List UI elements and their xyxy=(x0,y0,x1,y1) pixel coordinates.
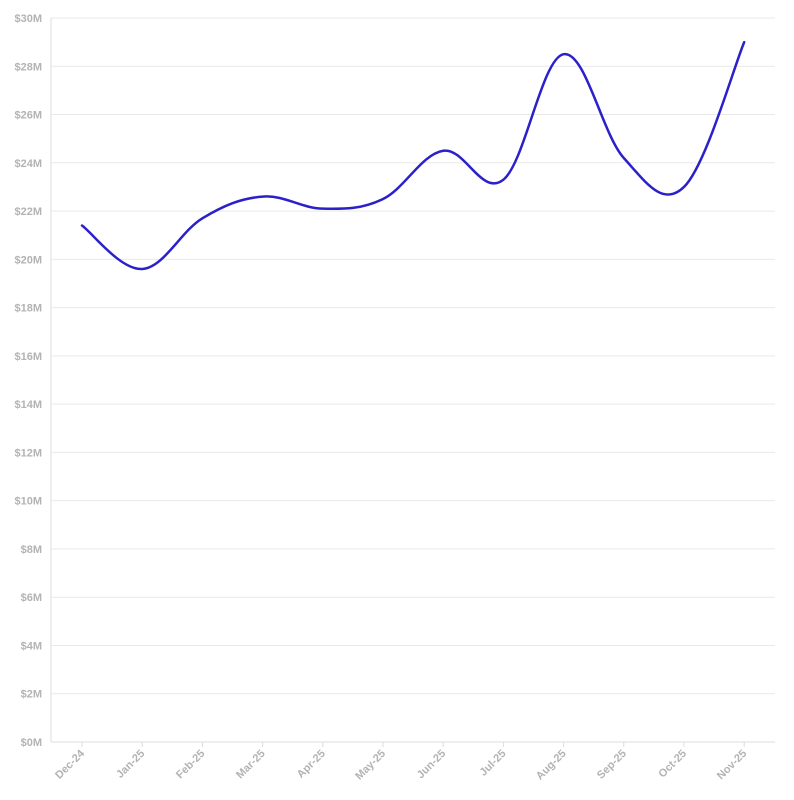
x-tick-label: Sep-25 xyxy=(595,748,629,782)
y-tick-label: $2M xyxy=(21,689,42,701)
x-axis-tick-labels: Dec-24 Jan-25 Feb-25 Mar-25 Apr-25 May-25 Jun-… xyxy=(53,747,749,782)
y-tick-label: $16M xyxy=(14,351,42,363)
y-tick-label: $0M xyxy=(21,737,42,749)
y-tick-label: $4M xyxy=(21,640,42,652)
y-tick-label: $10M xyxy=(14,496,42,508)
x-tick-label: Feb-25 xyxy=(174,748,208,782)
y-tick-label: $26M xyxy=(14,110,42,122)
grid xyxy=(51,17,775,695)
y-tick-label: $20M xyxy=(14,254,42,266)
y-tick-label: $14M xyxy=(14,399,42,411)
x-tick-label: Oct-25 xyxy=(656,748,689,781)
y-tick-label: $6M xyxy=(21,592,42,604)
x-tick-label: May-25 xyxy=(353,748,388,783)
y-tick-label: $24M xyxy=(14,158,42,170)
series-line xyxy=(80,40,746,271)
series-layer xyxy=(80,40,746,271)
axes xyxy=(50,18,775,747)
x-tick-label: Jun-25 xyxy=(415,748,449,782)
x-tick-label: Jul-25 xyxy=(478,748,509,779)
x-tick-label: Jan-25 xyxy=(114,748,147,781)
x-tick-label: Apr-25 xyxy=(295,748,328,781)
y-tick-label: $22M xyxy=(14,206,42,218)
y-tick-label: $12M xyxy=(14,447,42,459)
y-tick-label: $18M xyxy=(14,303,42,315)
y-tick-label: $30M xyxy=(14,13,42,25)
x-tick-label: Nov-25 xyxy=(715,748,749,782)
x-tick-label: Mar-25 xyxy=(234,748,268,782)
x-tick-label: Dec-24 xyxy=(53,747,88,782)
y-tick-label: $28M xyxy=(14,61,42,73)
x-tick-label: Aug-25 xyxy=(534,748,569,783)
y-tick-label: $8M xyxy=(21,544,42,556)
y-axis-tick-labels: $0M $2M $4M $6M $8M $10M $12M $14M $16M $18M $20M $… xyxy=(14,13,42,749)
